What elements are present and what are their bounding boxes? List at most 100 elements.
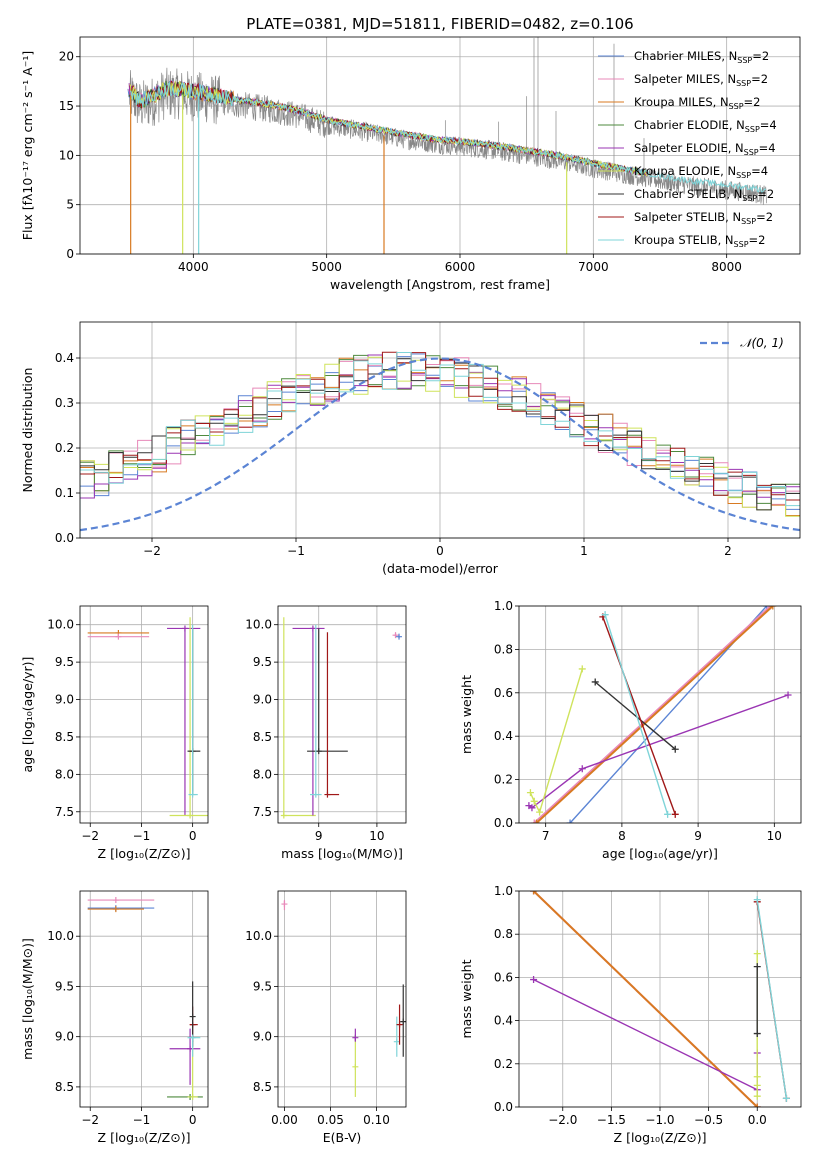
legend-eq: =2: [752, 49, 769, 63]
y-tick-label: 0.0: [494, 816, 513, 830]
legend-eq: =2: [749, 233, 766, 247]
weight-line: [535, 606, 774, 823]
panel-weight_vs_age: 7 8 9 10 0.0 0.2 0.4 0.6 0.8 1.0 age [log₁₀(age/yr…: [459, 599, 802, 861]
plot-area: [87, 617, 208, 819]
legend-label: Kroupa MILES, NSSP=2: [634, 95, 760, 111]
weight-marker: [566, 819, 574, 823]
x-tick-label: 0.10: [363, 1113, 390, 1127]
scatter-point: [115, 633, 122, 640]
y-tick-label: 7.5: [55, 805, 74, 819]
legend-label: Chabrier ELODIE, NSSP=4: [634, 118, 777, 134]
x-tick-label: −0.5: [694, 1113, 723, 1127]
scatter-point: [112, 906, 119, 913]
scatter-point: [396, 1021, 403, 1028]
legend-sub: SSP: [736, 79, 751, 88]
scatter-point: [280, 812, 287, 819]
x-tick-label: 8000: [711, 260, 742, 274]
axes-frame: [79, 605, 209, 824]
scatter-point: [312, 791, 319, 798]
axes-frame: [518, 605, 802, 824]
normal-curve: [80, 357, 800, 532]
x-tick-label: 4000: [178, 260, 209, 274]
y-tick-label: 9.5: [55, 655, 74, 669]
panel-spectrum: 4000 5000 6000 7000 8000 0 5 10 15 20 wavelength […: [20, 36, 801, 292]
weight-marker: [753, 1030, 761, 1038]
plot-area: [280, 617, 403, 819]
weight-line: [604, 614, 669, 815]
x-axis-label: Z [log₁₀(Z/Z⊙)]: [614, 1130, 707, 1145]
weight-marker: [753, 1092, 761, 1100]
legend-label: Salpeter STELIB, NSSP=2: [634, 210, 773, 226]
y-axis-label: Normed distribution: [20, 368, 35, 493]
legend-sub: SSP: [744, 148, 759, 157]
y-tick-label: 9.0: [55, 693, 74, 707]
y-tick-label: 0.2: [494, 773, 513, 787]
weight-marker: [753, 1081, 761, 1089]
weight-marker: [528, 804, 536, 812]
scatter-point: [396, 633, 403, 640]
x-axis-label: Z [log₁₀(Z/Z⊙)]: [98, 1130, 191, 1145]
y-tick-label: 0.6: [494, 686, 513, 700]
x-tick-label: 7: [542, 829, 550, 843]
legend-label: Chabrier STELIB, NSSP=2: [634, 187, 774, 203]
scatter-point: [189, 1013, 196, 1020]
y-tick-label: 0.6: [494, 970, 513, 984]
weight-marker: [671, 810, 679, 818]
weight-line: [529, 668, 583, 814]
legend-sub: SSP: [742, 194, 757, 203]
spectrum-model-5: [129, 80, 648, 177]
y-tick-label: 7.5: [253, 805, 272, 819]
weight-marker: [530, 797, 538, 805]
legend-sub: SSP: [737, 56, 752, 65]
weight-marker: [578, 665, 586, 673]
plot-area: [525, 606, 792, 823]
x-axis-label: E(B-V): [323, 1130, 362, 1145]
weight-line: [528, 694, 789, 809]
legend-eq: =2: [756, 210, 773, 224]
scatter-point: [281, 901, 288, 908]
legend-label: Kroupa STELIB, NSSP=2: [634, 233, 765, 249]
y-tick-label: 8.5: [253, 1080, 272, 1094]
spectrum-data-line: [128, 67, 767, 205]
y-tick-label: 0.2: [494, 1057, 513, 1071]
y-tick-label: 0.1: [55, 486, 74, 500]
x-tick-label: 9: [694, 829, 702, 843]
scatter-point: [187, 812, 194, 819]
x-tick-label: −2: [81, 829, 99, 843]
y-axis-label: Flux [fλ10⁻¹⁷ erg cm⁻² s⁻¹ A⁻¹]: [20, 51, 35, 240]
legend-sub: SSP: [745, 125, 760, 134]
x-tick-label: 0.00: [271, 1113, 298, 1127]
y-tick-label: 10: [59, 148, 74, 162]
y-tick-label: 10.0: [47, 618, 74, 632]
y-tick-label: 9.5: [253, 655, 272, 669]
weight-line: [602, 616, 676, 815]
y-tick-label: 0.8: [494, 642, 513, 656]
legend-eq: =4: [760, 118, 777, 132]
legend-sub: SSP: [729, 102, 744, 111]
y-tick-label: 0.4: [494, 1014, 513, 1028]
weight-marker: [753, 963, 761, 971]
legend-sub: SSP: [741, 217, 756, 226]
plot-area: [281, 900, 406, 1097]
panel-age_vs_Z: −2 −1 0 7.5 8.0 8.5 9.0 9.5 10.0 Z [log₁₀(Z/Z⊙)] a…: [20, 605, 209, 861]
y-axis-label: age [log₁₀(age/yr)]: [20, 657, 35, 773]
axes-frame: [79, 890, 209, 1108]
weight-marker: [753, 896, 761, 904]
y-tick-label: 10.0: [47, 929, 74, 943]
weight-marker: [769, 606, 777, 610]
y-tick-label: 9.5: [253, 979, 272, 993]
x-tick-label: −1: [133, 829, 151, 843]
plot-area: [127, 37, 767, 254]
y-tick-label: 0.8: [494, 927, 513, 941]
weight-marker: [601, 611, 609, 619]
y-tick-label: 8.5: [55, 730, 74, 744]
plot-area: [87, 897, 203, 1100]
y-tick-label: 9.0: [253, 693, 272, 707]
scatter-point: [112, 897, 119, 904]
weight-marker: [536, 808, 544, 816]
y-axis-label: mass weight: [459, 959, 474, 1038]
weight-line: [756, 899, 788, 1099]
x-tick-label: 10: [767, 829, 782, 843]
weight-marker: [533, 819, 541, 823]
plot-area: [80, 351, 800, 538]
